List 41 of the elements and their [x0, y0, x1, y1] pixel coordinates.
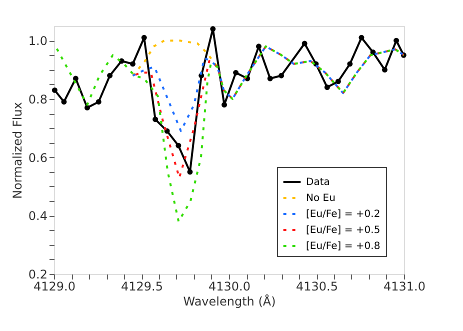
- legend-label: [Eu/Fe] = +0.2: [306, 209, 380, 220]
- point: [335, 78, 341, 84]
- point: [347, 61, 353, 67]
- point: [222, 102, 228, 108]
- legend-label: Data: [306, 177, 330, 188]
- x-tick-label: 4131.0: [384, 280, 426, 294]
- x-tick-label: 4129.5: [121, 280, 163, 294]
- point: [187, 169, 193, 175]
- point: [394, 38, 400, 44]
- x-tick-label: 4130.0: [208, 280, 250, 294]
- point: [324, 84, 330, 90]
- point: [130, 61, 136, 67]
- legend-label: No Eu: [306, 193, 336, 204]
- point: [358, 34, 364, 40]
- point: [141, 34, 147, 40]
- point: [72, 76, 78, 82]
- point: [267, 76, 273, 82]
- legend-label: [Eu/Fe] = +0.8: [306, 241, 380, 252]
- x-tick-label: 4129.0: [34, 280, 76, 294]
- y-tick-label: 0.8: [28, 92, 48, 106]
- y-tick-label: 0.2: [28, 268, 48, 282]
- point: [278, 72, 284, 78]
- point: [107, 72, 113, 78]
- x-tick-label: 4130.5: [296, 280, 338, 294]
- point: [152, 116, 158, 122]
- y-tick-label: 1.0: [28, 34, 48, 48]
- line-series: [132, 40, 218, 77]
- point: [52, 87, 58, 93]
- point: [302, 40, 308, 46]
- point: [61, 99, 67, 105]
- y-tick-label: 0.6: [28, 150, 48, 165]
- x-axis-title: Wavelength (Å): [183, 294, 276, 308]
- point: [233, 70, 239, 76]
- point: [210, 26, 216, 32]
- point: [382, 67, 388, 72]
- point: [176, 142, 182, 148]
- point: [84, 104, 90, 110]
- legend-label: [Eu/Fe] = +0.5: [306, 225, 380, 236]
- point: [96, 99, 102, 105]
- y-tick-label: 0.4: [28, 209, 48, 224]
- y-axis-title: Normalized Flux: [10, 102, 24, 199]
